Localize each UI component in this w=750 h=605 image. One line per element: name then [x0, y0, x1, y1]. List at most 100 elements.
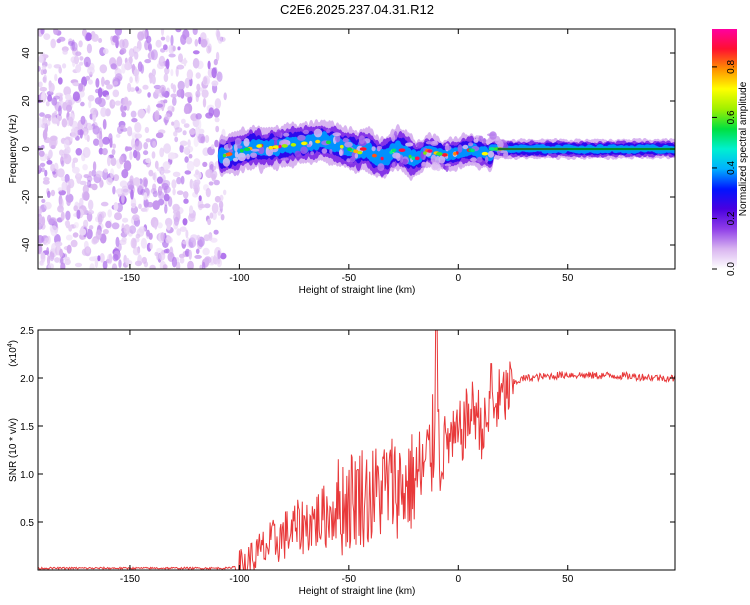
heatmap-noise-cell [218, 200, 224, 210]
heatmap-noise-cell [168, 44, 174, 54]
heatmap-signal-cell [227, 141, 231, 149]
heatmap-noise-cell [41, 144, 45, 150]
heatmap-noise-cell [187, 95, 193, 104]
heatmap-noise-cell [140, 30, 147, 39]
heatmap-signal-cell [294, 150, 302, 158]
heatmap-noise-cell [202, 261, 206, 269]
heatmap-signal-cell [274, 138, 278, 147]
heatmap-signal-cell [219, 139, 227, 145]
heatmap-noise-cell [40, 167, 45, 173]
heatmap-noise-cell [43, 201, 52, 210]
heatmap-noise-cell [199, 264, 203, 269]
heatmap-noise-cell [151, 68, 156, 77]
snr-y-tick-label: 0.5 [20, 518, 34, 529]
heatmap-noise-cell [97, 87, 103, 98]
heatmap-noise-cell [115, 133, 121, 138]
heatmap-noise-cell [88, 125, 94, 131]
heatmap-noise-cell [54, 241, 63, 247]
heatmap-x-tick-label: -100 [229, 273, 249, 284]
heatmap-noise-cell [50, 38, 56, 49]
heatmap-noise-cell [100, 201, 109, 207]
heatmap-noise-cell [176, 228, 182, 236]
heatmap-noise-cell [101, 76, 105, 87]
heatmap-noise-cell [66, 104, 72, 113]
heatmap-noise-cell [58, 203, 62, 209]
heatmap-noise-cell [202, 161, 208, 167]
heatmap-noise-cell [163, 169, 171, 174]
heatmap-noise-cell [152, 190, 158, 198]
snr-multiplier-base: (x10 [8, 347, 19, 367]
colorbar-tick-label: 0.2 [726, 211, 737, 225]
heatmap-noise-cell [160, 232, 165, 242]
heatmap-noise-cell [72, 91, 80, 102]
heatmap-x-tick-label: 0 [456, 273, 462, 284]
heatmap-signal-cell [380, 156, 384, 161]
heatmap-signal-cell [354, 153, 359, 159]
heatmap-noise-cell [195, 90, 201, 98]
heatmap-noise-cell [147, 92, 151, 98]
heatmap-noise-cell [49, 251, 55, 262]
heatmap-noise-cell [103, 168, 108, 173]
heatmap-noise-cell [163, 193, 170, 202]
heatmap-noise-cell [112, 89, 120, 98]
heatmap-noise-cell [159, 147, 165, 158]
heatmap-signal-cell [398, 148, 406, 152]
heatmap-noise-cell [155, 39, 162, 48]
heatmap-noise-cell [86, 228, 93, 240]
heatmap-signal-cell [414, 156, 420, 161]
heatmap-signal-cell [444, 145, 452, 151]
heatmap-noise-cell [162, 161, 171, 170]
heatmap-noise-cell [131, 118, 138, 123]
heatmap-noise-cell [66, 244, 72, 254]
heatmap-noise-cell [87, 79, 93, 85]
heatmap-noise-cell [154, 220, 158, 230]
heatmap-noise-cell [59, 149, 64, 156]
heatmap-signal-cell [457, 144, 463, 153]
heatmap-noise-cell [211, 173, 216, 182]
heatmap-noise-cell [91, 33, 99, 42]
heatmap-noise-cell [174, 127, 183, 133]
heatmap-noise-cell [91, 237, 98, 245]
snr-x-tick-label: -100 [229, 574, 249, 585]
heatmap-signal-cell [470, 157, 477, 162]
heatmap-noise-cell [195, 248, 200, 255]
heatmap-signal-cell [329, 149, 333, 154]
heatmap-signal-cell [250, 152, 258, 158]
heatmap-noise-cell [210, 255, 214, 265]
heatmap-noise-cell [169, 246, 174, 258]
heatmap-noise-cell [186, 160, 195, 172]
heatmap-noise-cell [122, 217, 129, 223]
heatmap-noise-cell [162, 264, 168, 269]
heatmap-noise-cell [223, 189, 227, 196]
heatmap-noise-cell [223, 92, 227, 101]
heatmap-noise-cell [73, 222, 79, 229]
heatmap-cells [38, 29, 675, 269]
heatmap-noise-cell [152, 200, 160, 211]
heatmap-signal-cell [371, 153, 377, 158]
heatmap-noise-cell [192, 182, 200, 188]
heatmap-noise-cell [175, 261, 181, 269]
heatmap-noise-cell [196, 234, 201, 241]
heatmap-noise-cell [114, 29, 122, 36]
heatmap-noise-cell [85, 246, 91, 254]
colorbar-tick-label: 0.4 [726, 161, 737, 175]
heatmap-noise-cell [48, 217, 57, 225]
heatmap-noise-cell [129, 179, 133, 184]
heatmap-noise-cell [170, 34, 174, 46]
heatmap-noise-cell [42, 68, 47, 75]
heatmap-noise-cell [110, 63, 117, 70]
heatmap-noise-cell [39, 260, 45, 266]
heatmap-noise-cell [95, 229, 102, 240]
heatmap-x-label: Height of straight line (km) [299, 285, 416, 296]
heatmap-noise-cell [52, 118, 59, 124]
heatmap-signal-cell [497, 140, 504, 149]
heatmap-noise-cell [79, 180, 87, 185]
heatmap-noise-cell [142, 84, 149, 90]
heatmap-signal-cell [445, 165, 449, 172]
heatmap-noise-cell [66, 197, 71, 207]
heatmap-noise-cell [112, 185, 116, 195]
heatmap-noise-cell [44, 237, 49, 246]
heatmap-noise-cell [48, 82, 55, 93]
heatmap-noise-cell [66, 116, 70, 127]
heatmap-noise-cell [58, 36, 66, 42]
